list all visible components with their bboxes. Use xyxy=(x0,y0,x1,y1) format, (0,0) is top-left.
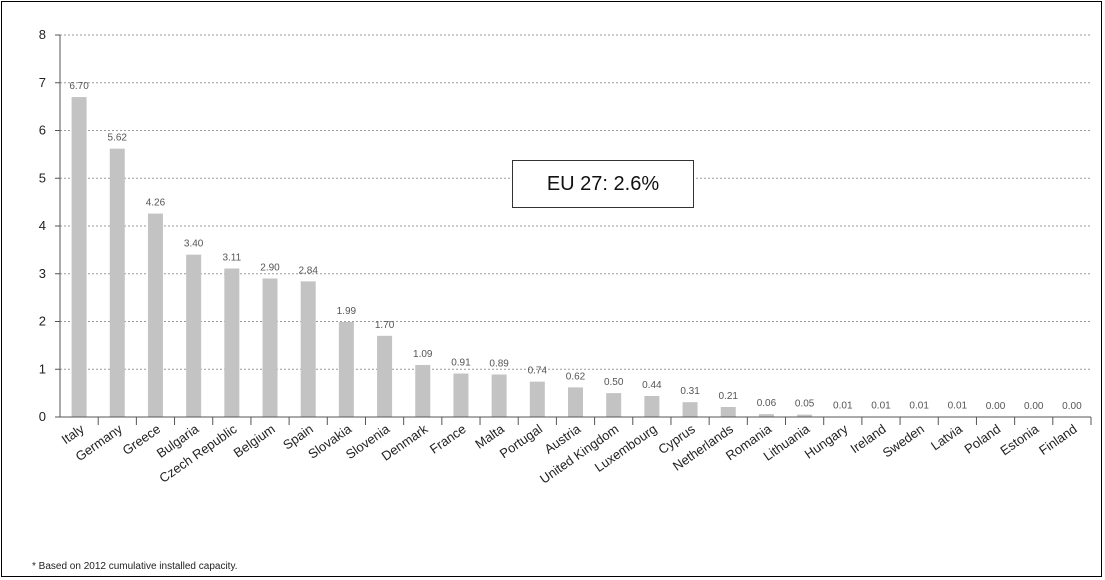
data-label: 3.11 xyxy=(222,252,241,263)
x-tick-label: Belgium xyxy=(231,421,278,460)
data-label: 0.89 xyxy=(489,359,509,370)
bar xyxy=(300,281,316,417)
bar xyxy=(797,414,813,417)
data-label: 0.01 xyxy=(833,401,853,412)
data-label: 0.00 xyxy=(986,401,1006,412)
data-label: 0.00 xyxy=(1062,401,1082,412)
y-tick-label: 7 xyxy=(39,75,46,90)
y-tick-label: 2 xyxy=(39,314,46,329)
x-tick-label: Finland xyxy=(1036,421,1080,458)
bar xyxy=(338,321,354,417)
footnote: * Based on 2012 cumulative installed cap… xyxy=(32,561,238,572)
y-tick-label: 8 xyxy=(39,27,46,42)
bar xyxy=(491,374,507,417)
data-label: 0.91 xyxy=(451,358,471,369)
data-label: 0.01 xyxy=(948,401,968,412)
eu-average-annotation: EU 27: 2.6% xyxy=(512,160,694,208)
data-label: 1.09 xyxy=(413,349,433,360)
data-label: 0.31 xyxy=(680,386,700,397)
x-tick-label: Hungary xyxy=(802,421,851,462)
x-tick-label: Sweden xyxy=(880,421,927,460)
y-tick-label: 3 xyxy=(39,266,46,281)
data-label: 0.50 xyxy=(604,377,624,388)
bar xyxy=(529,381,545,417)
bar xyxy=(262,278,278,417)
x-tick-label: Estonia xyxy=(997,421,1042,459)
y-tick-label: 6 xyxy=(39,123,46,138)
data-label: 2.90 xyxy=(260,263,280,274)
bar xyxy=(224,268,240,417)
data-label: 0.44 xyxy=(642,380,662,391)
data-label: 2.84 xyxy=(298,265,318,276)
bar xyxy=(109,148,125,417)
bar xyxy=(644,395,660,417)
bar xyxy=(186,254,202,417)
bar xyxy=(720,406,736,417)
data-label: 5.62 xyxy=(108,133,128,144)
bar xyxy=(453,373,469,417)
data-label: 0.01 xyxy=(909,401,929,412)
bar xyxy=(758,414,774,417)
bar xyxy=(147,213,163,417)
x-tick-label: Italy xyxy=(59,421,88,447)
x-tick-label: France xyxy=(427,421,469,456)
data-label: 4.26 xyxy=(146,198,166,209)
data-label: 0.21 xyxy=(719,391,739,402)
data-label: 1.70 xyxy=(375,320,395,331)
data-label: 3.40 xyxy=(184,239,204,250)
x-tick-label: Latvia xyxy=(928,421,966,454)
bar xyxy=(71,97,87,417)
bar xyxy=(606,393,622,417)
data-label: 0.01 xyxy=(871,401,891,412)
bar xyxy=(377,335,393,417)
bar xyxy=(568,387,583,417)
data-label: 0.62 xyxy=(566,371,586,382)
y-tick-label: 1 xyxy=(39,361,46,376)
x-tick-label: Poland xyxy=(961,421,1003,457)
data-label: 0.05 xyxy=(795,399,815,410)
y-tick-label: 5 xyxy=(39,170,46,185)
y-tick-label: 0 xyxy=(39,409,46,424)
x-tick-label: Portugal xyxy=(497,421,545,461)
bar xyxy=(682,402,698,417)
data-label: 6.70 xyxy=(69,81,89,92)
data-label: 0.74 xyxy=(528,366,548,377)
bar xyxy=(415,364,431,417)
data-label: 0.06 xyxy=(757,398,777,409)
data-label: 1.99 xyxy=(337,306,357,317)
data-label: 0.00 xyxy=(1024,401,1044,412)
y-tick-label: 4 xyxy=(39,218,46,233)
